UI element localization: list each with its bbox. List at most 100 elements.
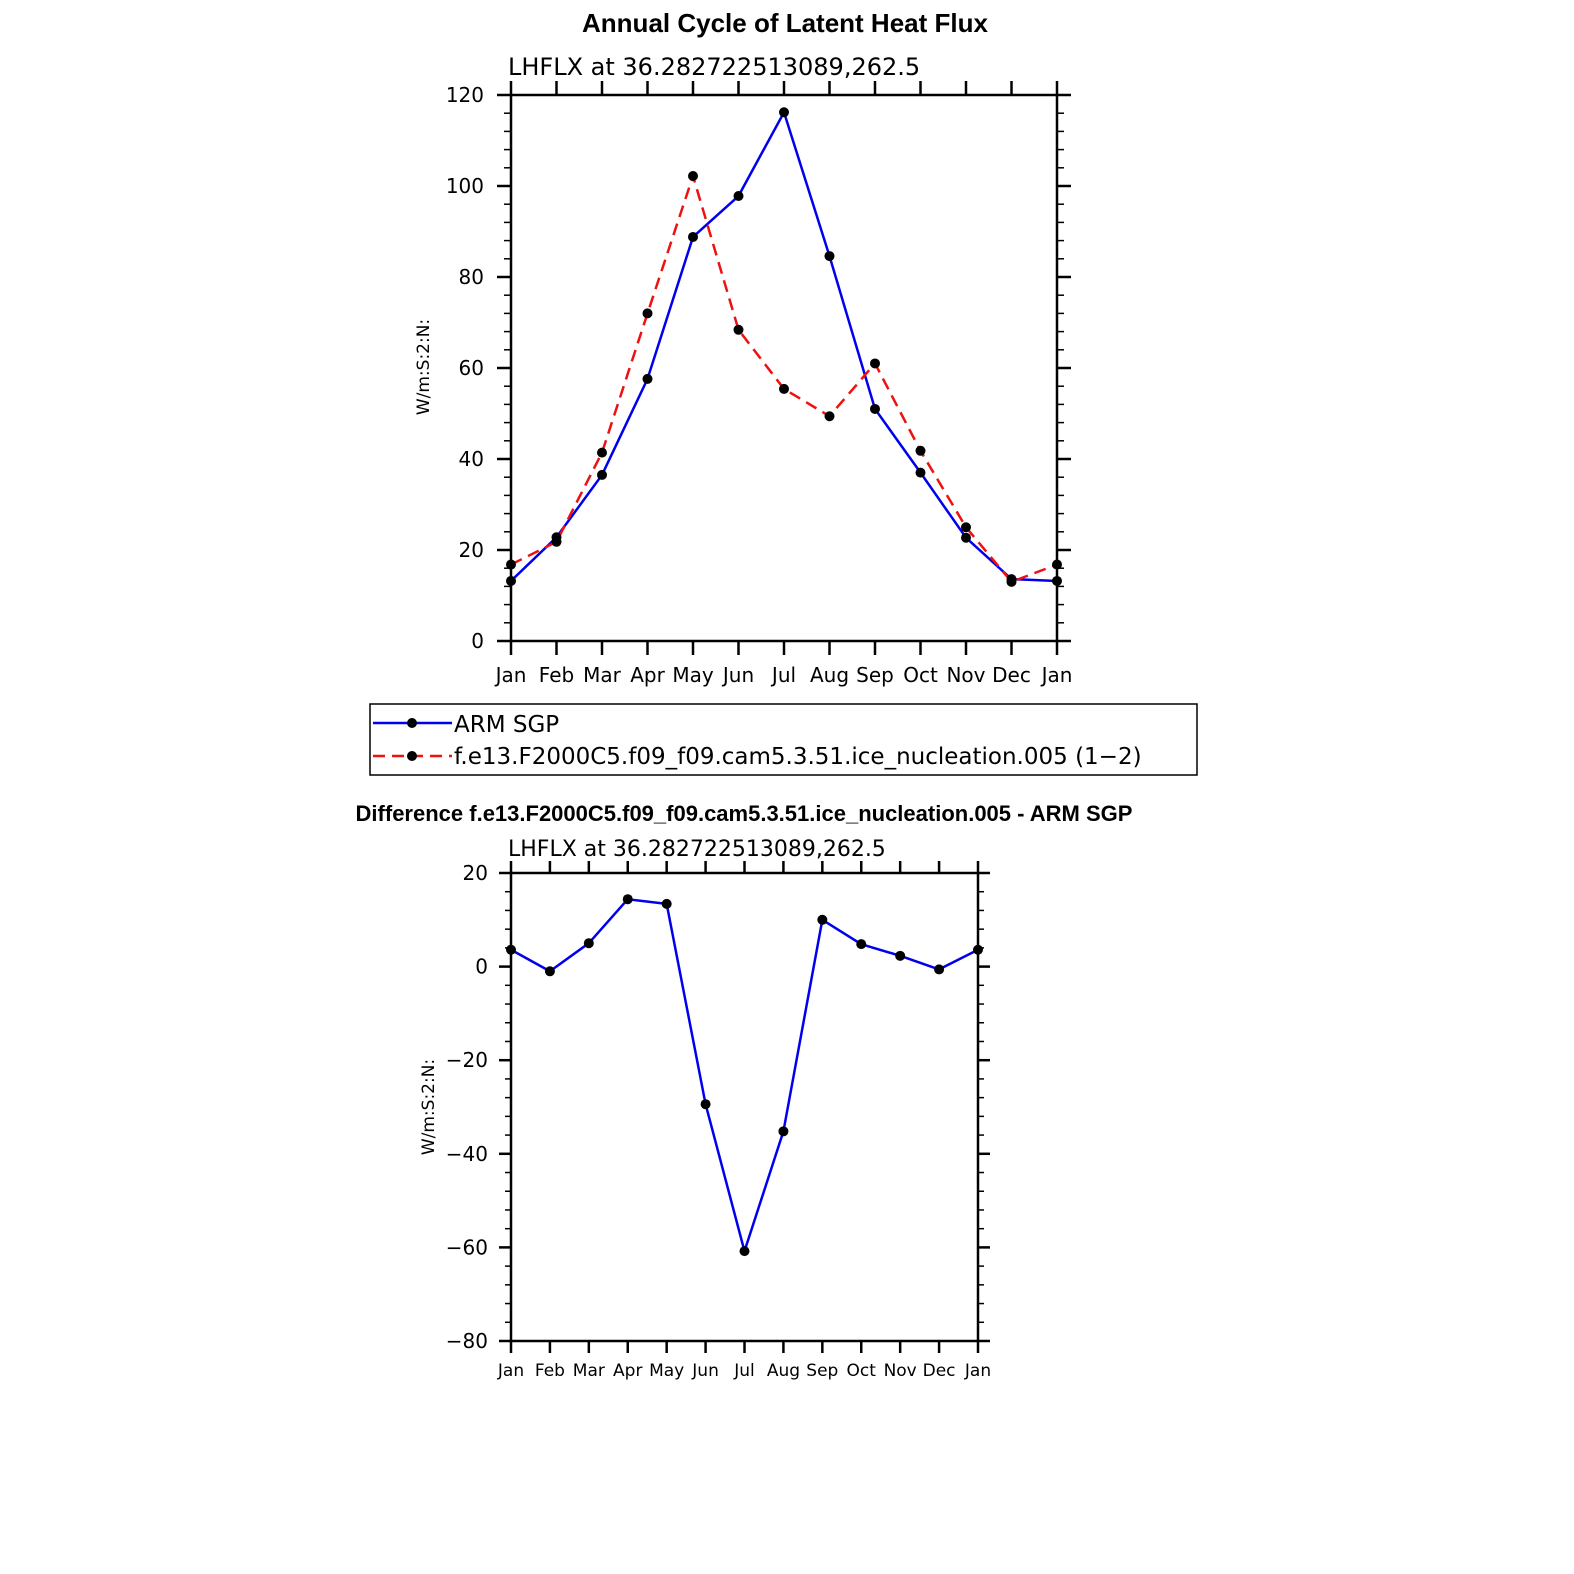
data-point [961,532,971,543]
y-tick-label: −40 [446,1142,488,1166]
x-tick-label: Dec [923,1361,956,1381]
x-tick-label: Apr [613,1361,642,1381]
data-point [661,898,672,909]
chart-subtitle: LHFLX at 36.282722513089,262.5 [508,837,886,862]
data-point [642,373,653,384]
x-tick-label: Jan [1040,663,1073,687]
data-point [622,894,633,905]
series-line-0 [510,897,979,1253]
data-point [915,445,926,456]
data-point [915,467,926,478]
y-tick-label: −60 [446,1235,488,1259]
data-point [551,536,562,547]
y-tick-label: 60 [459,356,484,380]
x-tick-label: May [672,663,714,687]
x-tick-label: Mar [583,663,622,687]
y-tick-label: 0 [471,629,484,653]
x-tick-label: Apr [630,663,665,687]
data-point [870,403,880,414]
chart-subtitle: LHFLX at 36.282722513089,262.5 [508,53,920,81]
y-axis-title: W/m:S:2:N: [419,1059,439,1155]
y-tick-label: 40 [459,447,484,471]
plot-frame [509,871,980,1343]
data-point [733,191,744,202]
axis-ticks [497,81,1071,655]
data-point [583,938,594,949]
data-point [544,966,555,977]
data-point [1006,576,1017,587]
legend-label-model: f.e13.F2000C5.f09_f09.cam5.3.51.ice_nucl… [454,744,1142,770]
x-tick-label: May [649,1361,684,1381]
y-tick-label: −20 [446,1048,488,1072]
x-tick-label: Oct [847,1361,877,1381]
data-point [870,358,880,369]
plot-series [506,894,983,1257]
x-tick-labels: Jan Feb Mar Apr May Jun Jul Aug Sep Oct Nov Dec Jan [497,1361,991,1381]
x-tick-label: Jun [721,663,754,687]
y-tick-label: 20 [463,861,488,885]
x-tick-label: Dec [992,663,1031,687]
x-tick-label: Nov [946,663,985,687]
data-point [642,308,653,319]
x-tick-label: Aug [767,1361,800,1381]
y-tick-label: −80 [446,1329,488,1353]
x-tick-label: Sep [806,1361,838,1381]
data-point [934,964,945,975]
x-tick-labels: Jan Feb Mar Apr May Jun Jul Aug Sep Oct Nov Dec Jan [494,663,1073,687]
data-point [817,914,828,925]
data-point [824,251,835,262]
difference-chart: Difference f.e13.F2000C5.f09_f09.cam5.3.… [356,801,1133,1381]
x-tick-label: Feb [535,1361,565,1381]
legend-marker-model [407,751,417,761]
legend-entry-obs: ARM SGP [373,712,559,738]
legend-entry-model: f.e13.F2000C5.f09_f09.cam5.3.51.ice_nucl… [373,744,1142,770]
data-point [824,411,835,422]
x-tick-label: Aug [810,663,849,687]
x-tick-label: Sep [856,663,894,687]
chart-title: Annual Cycle of Latent Heat Flux [582,8,988,38]
annual-cycle-chart: Annual Cycle of Latent Heat Flux LHFLX a… [414,8,1072,687]
x-tick-label: Nov [884,1361,917,1381]
axis-ticks [499,861,990,1353]
y-tick-labels: −80 −60 −40 −20 0 20 [446,861,488,1353]
x-tick-label: Mar [573,1361,605,1381]
x-tick-label: Jul [770,663,796,687]
x-tick-label: Jan [497,1361,524,1381]
plot-series [506,107,1062,587]
data-point [856,939,867,950]
y-tick-label: 0 [475,955,488,979]
x-tick-label: Feb [539,663,574,687]
data-point [733,324,744,335]
data-point [597,447,607,458]
legend-box [369,703,1198,776]
x-tick-label: Jun [691,1361,719,1381]
data-point [779,107,789,118]
data-point [597,469,607,480]
data-point [778,1126,789,1137]
legend-label-obs: ARM SGP [454,712,559,738]
series-line-1 [510,174,1058,584]
y-tick-label: 120 [446,83,484,107]
data-point [779,383,789,394]
y-tick-label: 100 [446,174,484,198]
y-tick-label: 80 [459,265,484,289]
x-tick-label: Oct [903,663,938,687]
data-point [688,231,698,242]
y-tick-label: 20 [459,538,484,562]
data-point [700,1099,711,1110]
plot-frame [509,93,1059,643]
chart-title: Difference f.e13.F2000C5.f09_f09.cam5.3.… [356,801,1133,826]
data-point [895,950,906,961]
y-axis-title: W/m:S:2:N: [414,319,434,415]
x-tick-label: Jan [964,1361,991,1381]
data-point [739,1246,750,1257]
data-point [961,522,971,533]
data-point [688,170,698,181]
x-tick-label: Jul [733,1361,755,1381]
legend: ARM SGP f.e13.F2000C5.f09_f09.cam5.3.51.… [369,703,1198,776]
y-tick-labels: 0 20 40 60 80 100 120 [446,83,484,653]
x-tick-label: Jan [494,663,527,687]
series-line-0 [510,111,1058,583]
legend-marker-obs [407,718,417,728]
